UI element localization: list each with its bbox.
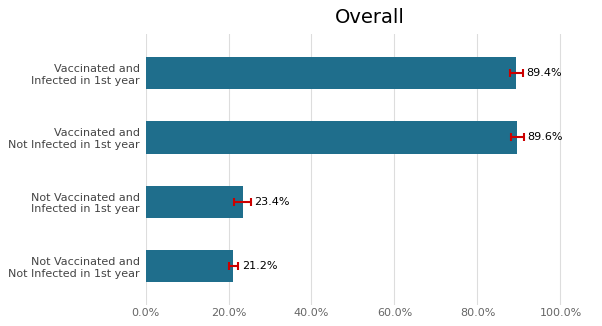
Text: 89.6%: 89.6% — [527, 132, 562, 142]
Bar — [146, 57, 517, 89]
Text: 23.4%: 23.4% — [254, 197, 290, 207]
Bar — [146, 250, 234, 282]
Bar — [146, 186, 243, 218]
Text: 89.4%: 89.4% — [526, 68, 562, 78]
Bar — [146, 121, 517, 154]
Title: Overall: Overall — [335, 8, 405, 27]
Text: 21.2%: 21.2% — [242, 261, 278, 271]
